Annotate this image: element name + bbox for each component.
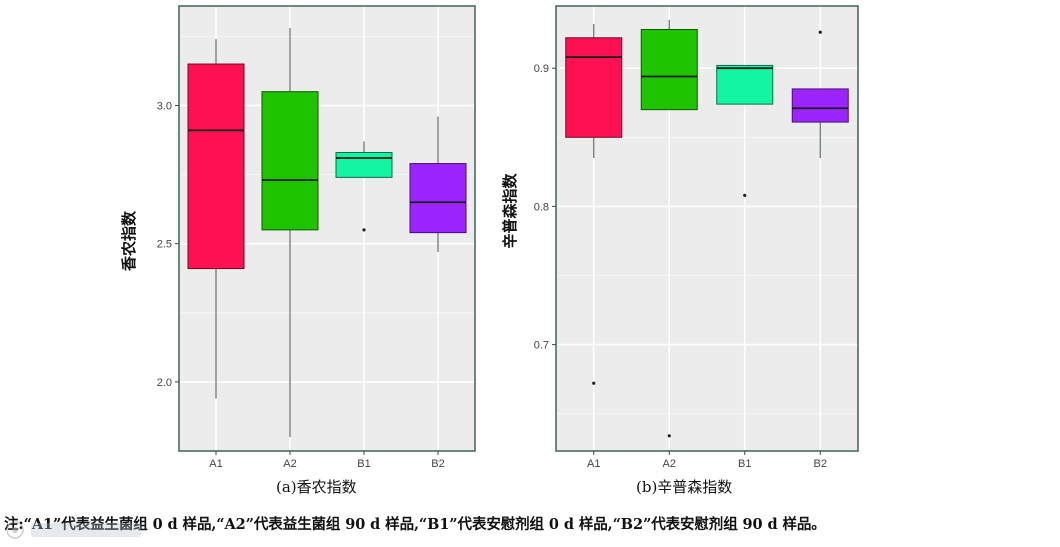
box-body — [335, 151, 393, 178]
panel-b: 0.7 0.8 0.9 A1 A2 B1 B2 辛普森指数 — [501, 5, 859, 470]
box-a1 — [565, 23, 623, 385]
box-a1 — [187, 39, 245, 399]
box-body — [187, 63, 245, 270]
y-axis-label: 香农指数 — [120, 210, 138, 271]
y-tick-label: 2.5 — [157, 239, 172, 251]
box-b1 — [335, 141, 393, 232]
x-tick-label: A2 — [663, 458, 676, 470]
y-tick-label: 0.9 — [534, 63, 549, 75]
x-tick-label: A1 — [209, 458, 222, 470]
y-tick-label: 3.0 — [157, 101, 172, 113]
panel-a: 2.0 2.5 3.0 A1 A2 B1 B2 香农指数 — [120, 5, 476, 470]
panel-a-title: (a)香农指数 — [276, 478, 357, 496]
box-body — [409, 163, 467, 234]
figure-canvas: 2.0 2.5 3.0 A1 A2 B1 B2 香农指数 0.7 0.8 0.9 A1 A2 B1 B2 辛普… — [120, 5, 859, 470]
outlier-point — [818, 30, 822, 34]
outlier-point — [362, 228, 366, 232]
x-tick-label: A2 — [283, 458, 296, 470]
x-tick-label: B1 — [357, 458, 370, 470]
y-tick-label: 0.7 — [534, 340, 549, 352]
outlier-point — [592, 381, 596, 385]
box-body — [640, 28, 698, 111]
y-axis-label: 辛普森指数 — [501, 173, 519, 249]
outlier-point — [743, 193, 747, 197]
box-body — [565, 37, 623, 138]
x-tick-label: B1 — [738, 458, 751, 470]
y-tick-label: 2.0 — [157, 377, 172, 389]
plot-frame — [555, 5, 859, 452]
box-body — [716, 64, 774, 105]
x-tick-label: B2 — [431, 458, 444, 470]
box-b1 — [716, 64, 774, 197]
box-body — [791, 88, 849, 123]
outlier-point — [667, 434, 671, 438]
box-body — [261, 91, 319, 231]
box-a2 — [261, 28, 319, 438]
box-b2 — [409, 116, 467, 252]
x-tick-label: B2 — [814, 458, 827, 470]
x-tick-label: A1 — [587, 458, 600, 470]
plot-frame — [178, 5, 476, 452]
y-tick-label: 0.8 — [534, 201, 549, 213]
figure-note: 注:“A1”代表益生菌组 0 d 样品,“A2”代表益生菌组 90 d 样品,“… — [4, 516, 826, 533]
box-a2 — [640, 19, 698, 438]
panel-b-title: (b)辛普森指数 — [636, 478, 733, 496]
box-b2 — [791, 30, 849, 159]
